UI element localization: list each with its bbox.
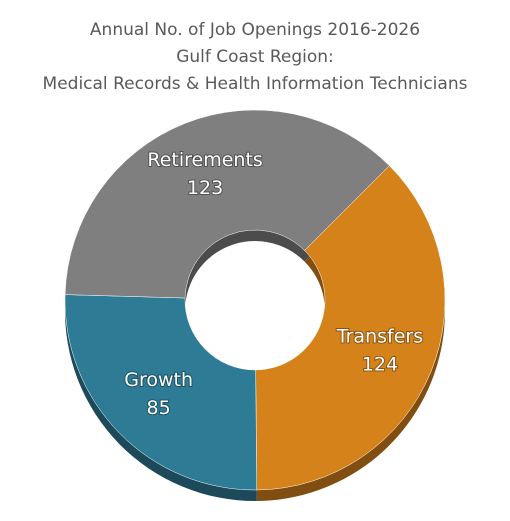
value-label: 85: [147, 397, 171, 419]
slice-label: Retirements: [147, 149, 262, 171]
slice-label: Transfers: [336, 326, 423, 348]
slice: [64, 294, 258, 491]
value-label: 124: [362, 354, 398, 376]
slice: [64, 109, 390, 299]
chart-title: Annual No. of Job Openings 2016-2026: [90, 20, 420, 40]
slice: [255, 165, 446, 491]
value-label: 123: [187, 177, 223, 199]
slice-label: Growth: [124, 369, 193, 391]
chart-title: Gulf Coast Region:: [176, 47, 334, 67]
chart-title: Medical Records & Health Information Tec…: [43, 74, 468, 94]
